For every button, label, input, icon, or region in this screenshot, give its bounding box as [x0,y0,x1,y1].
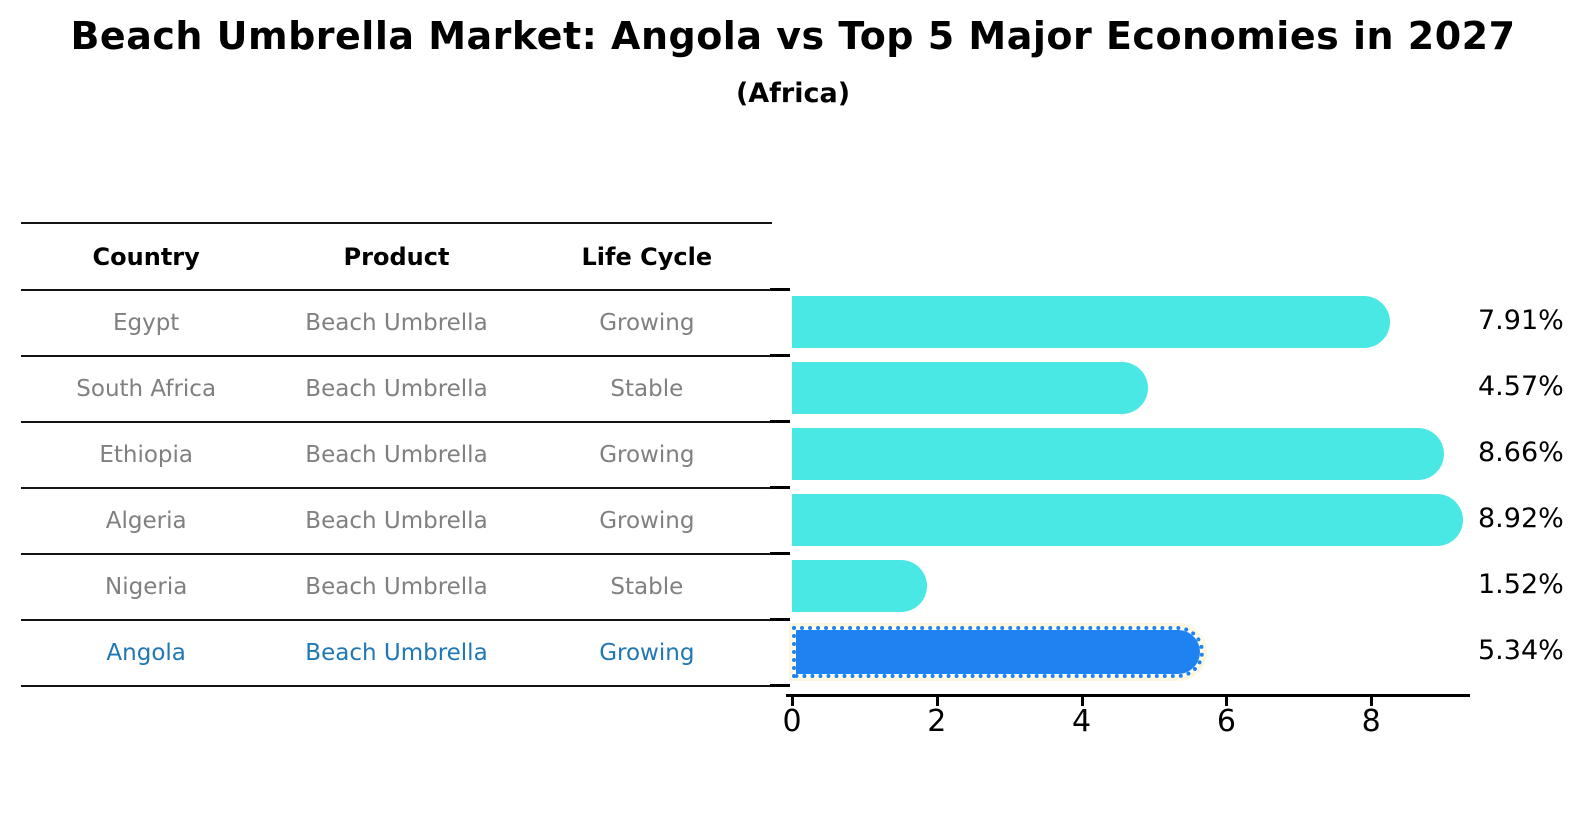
country-table: Country Product Life Cycle Egypt Beach Um… [21,222,772,687]
table-row: Algeria Beach Umbrella Growing [21,489,772,555]
bar-south-africa [792,362,1148,414]
bar-value-label: 8.92% [1478,503,1564,534]
x-axis-tick [1080,697,1084,706]
cell-country: Algeria [105,508,187,534]
header-country: Country [92,242,200,271]
x-axis-line [786,694,1470,697]
cell-product: Beach Umbrella [305,574,488,600]
chart-subtitle: (Africa) [735,78,851,109]
bar-egypt [792,296,1390,348]
bar-value-label: 8.66% [1478,437,1564,468]
cell-product: Beach Umbrella [305,310,488,336]
cell-country: Nigeria [105,574,188,600]
y-axis-tick [770,420,790,423]
bar-value-label: 5.34% [1478,635,1564,666]
bar-value-label: 4.57% [1478,371,1564,402]
cell-product: Beach Umbrella [305,442,488,468]
cell-product: Beach Umbrella [305,376,488,402]
bar-ethiopia [792,428,1444,480]
bar-algeria [792,494,1463,546]
cell-country: Egypt [112,310,180,336]
x-axis-tick-label: 8 [1361,704,1381,739]
y-axis-tick [770,354,790,357]
x-axis-tick [1225,697,1229,706]
x-axis-tick-label: 0 [782,704,802,739]
cell-life-cycle: Growing [599,508,695,534]
cell-country: South Africa [76,376,217,402]
y-axis-tick [770,552,790,555]
y-axis-tick [770,618,790,621]
y-axis-tick [770,684,790,687]
table-body: Egypt Beach Umbrella Growing South Africa Be… [21,291,772,687]
header-product: Product [343,242,450,271]
table-row: Nigeria Beach Umbrella Stable [21,555,772,621]
cell-life-cycle: Stable [610,376,684,402]
table-header-row: Country Product Life Cycle [21,224,772,291]
bar-value-label: 7.91% [1478,305,1564,336]
y-axis-tick [770,486,790,489]
bar-angola-highlighted [792,626,1204,678]
cell-product: Beach Umbrella [305,508,488,534]
table-row: Egypt Beach Umbrella Growing [21,291,772,357]
table-row: Ethiopia Beach Umbrella Growing [21,423,772,489]
y-axis-tick [770,288,790,291]
x-axis-tick-label: 6 [1216,704,1236,739]
x-axis-tick [791,697,794,706]
x-axis-tick-label: 4 [1072,704,1092,739]
x-axis-tick [1370,697,1374,706]
table-row: Angola Beach Umbrella Growing [21,621,772,687]
x-axis-tick-label: 2 [927,704,947,739]
x-axis-tick [935,697,939,706]
bar-nigeria [792,560,928,612]
cell-country: Angola [106,640,186,666]
header-life-cycle: Life Cycle [581,242,713,271]
cell-life-cycle: Stable [610,574,684,600]
cell-life-cycle: Growing [599,442,695,468]
cell-life-cycle: Growing [599,310,695,336]
bar-value-label: 1.52% [1478,569,1564,600]
cell-product: Beach Umbrella [305,640,488,666]
table-row: South Africa Beach Umbrella Stable [21,357,772,423]
cell-country: Ethiopia [99,442,193,468]
chart-title: Beach Umbrella Market: Angola vs Top 5 M… [70,14,1516,58]
cell-life-cycle: Growing [599,640,695,666]
